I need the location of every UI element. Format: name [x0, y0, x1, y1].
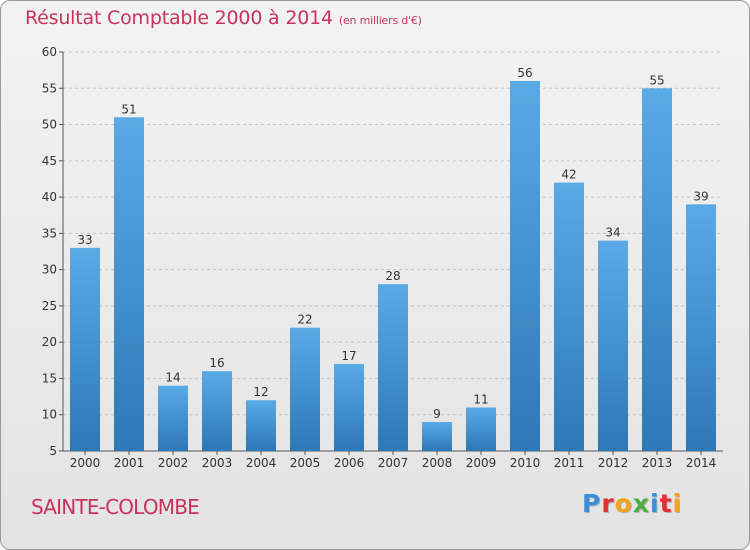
- x-tick-label: 2010: [510, 456, 541, 470]
- y-tick-label: 10: [42, 408, 57, 422]
- bar-value-label: 34: [605, 226, 620, 240]
- x-tick-label: 2001: [114, 456, 145, 470]
- y-tick-label: 45: [42, 154, 57, 168]
- bar: [598, 240, 628, 451]
- bar-value-label: 17: [341, 349, 356, 363]
- x-tick-label: 2009: [466, 456, 497, 470]
- bar: [334, 363, 364, 451]
- y-tick-label: 25: [42, 299, 57, 313]
- bar: [290, 327, 320, 451]
- logo-letter: o: [614, 489, 633, 518]
- bar: [70, 247, 100, 451]
- bar: [554, 182, 584, 451]
- logo-letter: t: [659, 489, 673, 518]
- y-tick-label: 55: [42, 81, 57, 95]
- logo-letter: i: [650, 489, 660, 518]
- bar: [510, 81, 540, 451]
- bar-value-label: 56: [517, 66, 532, 80]
- chart-title-text: Résultat Comptable 2000 à 2014: [25, 7, 333, 29]
- bar-value-label: 39: [693, 189, 708, 203]
- y-tick-label: 20: [42, 335, 57, 349]
- bar: [422, 421, 452, 451]
- bar-value-label: 28: [385, 269, 400, 283]
- x-tick-label: 2014: [686, 456, 717, 470]
- bar: [246, 400, 276, 451]
- bar: [114, 117, 144, 452]
- y-tick-label: 5: [49, 444, 57, 458]
- y-tick-label: 60: [42, 45, 57, 59]
- x-tick-label: 2002: [158, 456, 189, 470]
- place-name: SAINTE-COLOMBE: [31, 495, 200, 519]
- chart-title-unit: (en milliers d'€): [338, 14, 422, 27]
- bar: [378, 284, 408, 451]
- x-tick-label: 2013: [642, 456, 673, 470]
- logo-letter: x: [632, 489, 650, 518]
- y-tick-label: 40: [42, 190, 57, 204]
- bar: [642, 88, 672, 451]
- logo-letter: i: [672, 489, 683, 518]
- bar-value-label: 9: [433, 407, 441, 421]
- x-tick-label: 2004: [246, 456, 277, 470]
- bar: [466, 407, 496, 451]
- logo-letter: r: [601, 489, 615, 518]
- bar: [686, 204, 716, 451]
- proxiti-logo[interactable]: Proxiti: [582, 489, 682, 518]
- x-tick-label: 2005: [290, 456, 321, 470]
- x-tick-label: 2007: [378, 456, 409, 470]
- x-tick-label: 2011: [554, 456, 585, 470]
- x-tick-label: 2006: [334, 456, 365, 470]
- y-tick-label: 30: [42, 263, 57, 277]
- bar-value-label: 33: [77, 233, 92, 247]
- x-tick-label: 2003: [202, 456, 233, 470]
- chart-title: Résultat Comptable 2000 à 2014 (en millie…: [25, 7, 422, 29]
- y-tick-label: 50: [42, 118, 57, 132]
- bar-value-label: 42: [561, 168, 576, 182]
- bar-value-label: 11: [473, 392, 488, 406]
- bars: [70, 81, 716, 452]
- bar-value-label: 55: [649, 73, 664, 87]
- bar-value-label: 14: [165, 371, 180, 385]
- bar-value-label: 12: [253, 385, 268, 399]
- logo-letter: P: [582, 489, 602, 518]
- labels: 5 10 15 20 25 30 35 40 45 50 55 60 33 2000 51 2001 14 200…: [42, 45, 717, 470]
- y-tick-label: 15: [42, 371, 57, 385]
- x-tick-label: 2000: [70, 456, 101, 470]
- bar-value-label: 22: [297, 313, 312, 327]
- bar-value-label: 16: [209, 356, 224, 370]
- bar: [158, 385, 188, 451]
- x-tick-label: 2008: [422, 456, 453, 470]
- x-tick-label: 2012: [598, 456, 629, 470]
- y-tick-label: 35: [42, 226, 57, 240]
- bar: [202, 371, 232, 451]
- bar-value-label: 51: [121, 102, 136, 116]
